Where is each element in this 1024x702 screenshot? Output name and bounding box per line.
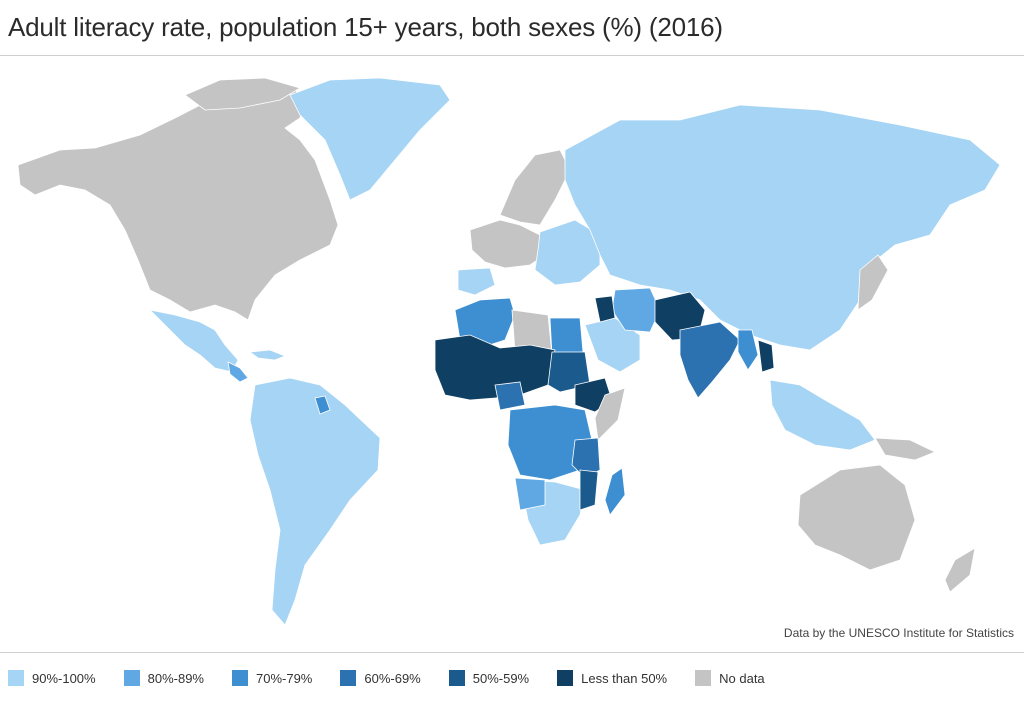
region-southeast-asia — [769, 379, 876, 451]
legend-swatch — [695, 670, 712, 686]
region-india — [679, 321, 741, 399]
legend-label: 60%-69% — [364, 670, 421, 686]
region-western-europe — [469, 219, 546, 269]
region-somalia — [594, 387, 626, 441]
region-egypt — [549, 317, 584, 356]
data-credit: Data by the UNESCO Institute for Statist… — [783, 626, 1014, 640]
region-russia-asia — [564, 104, 1001, 351]
title-divider — [0, 55, 1024, 56]
legend-swatch — [8, 670, 24, 686]
region-guyana — [314, 395, 331, 415]
region-caribbean — [248, 349, 287, 361]
region-mozambique — [579, 469, 599, 511]
legend-label: 80%-89% — [147, 670, 204, 686]
legend-label: 50%-59% — [472, 670, 530, 686]
region-eastern-europe — [534, 219, 601, 286]
legend-item: 60%-69% — [340, 670, 421, 686]
legend-swatch — [123, 670, 140, 686]
legend-item: 90%-100% — [8, 670, 96, 686]
region-central-america — [227, 361, 249, 383]
region-iberia — [457, 267, 496, 296]
region-nigeria — [494, 381, 526, 411]
region-greenland — [289, 77, 451, 201]
region-mexico — [148, 309, 239, 373]
legend-label: 90%-100% — [32, 670, 96, 686]
legend-item: 50%-59% — [448, 670, 530, 686]
legend-divider — [0, 652, 1024, 653]
region-sahel — [434, 334, 556, 401]
legend-swatch — [448, 670, 465, 686]
region-japan — [857, 254, 889, 311]
legend-item: Less than 50% — [557, 670, 667, 686]
region-arctic-islands — [184, 77, 301, 111]
legend-swatch — [340, 670, 357, 686]
legend-swatch — [557, 670, 574, 686]
legend-item: 80%-89% — [123, 670, 204, 686]
region-scandinavia — [499, 149, 571, 226]
region-myanmar — [737, 329, 759, 371]
legend-label: 70%-79% — [255, 670, 313, 686]
region-south-america — [249, 377, 381, 626]
world-map — [17, 77, 1001, 626]
region-new-zealand — [944, 547, 976, 593]
region-laos — [757, 339, 775, 373]
region-madagascar — [604, 467, 626, 516]
region-new-guinea — [874, 437, 936, 461]
map-legend: 90%-100% 80%-89% 70%-79% 60%-69% 50%-59%… — [8, 668, 793, 688]
map-title: Adult literacy rate, population 15+ year… — [8, 12, 723, 42]
legend-swatch — [231, 670, 248, 686]
region-north-america — [17, 84, 339, 321]
region-australia — [797, 464, 916, 571]
legend-item: No data — [695, 670, 765, 686]
region-iraq — [594, 295, 616, 323]
legend-label: No data — [719, 670, 765, 686]
legend-item: 70%-79% — [231, 670, 313, 686]
region-angola — [514, 477, 546, 511]
legend-label: Less than 50% — [581, 670, 668, 686]
